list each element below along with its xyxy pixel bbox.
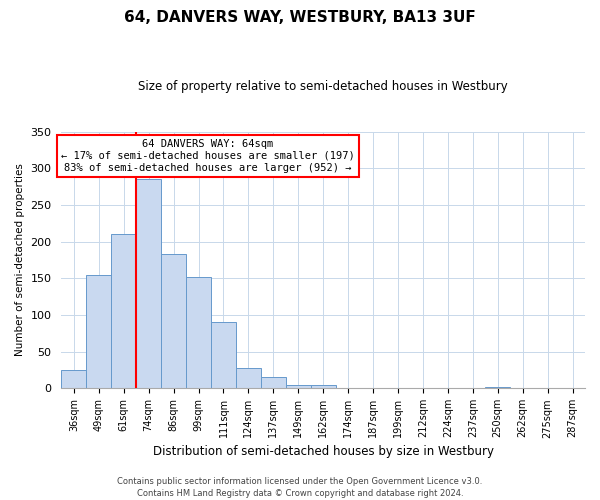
Bar: [261, 378, 286, 388]
Y-axis label: Number of semi-detached properties: Number of semi-detached properties: [15, 164, 25, 356]
Bar: [286, 384, 311, 388]
Text: Contains public sector information licensed under the Open Government Licence v3: Contains public sector information licen…: [118, 477, 482, 486]
Bar: [136, 180, 161, 388]
Bar: [485, 387, 510, 388]
Bar: [311, 384, 335, 388]
Text: 64, DANVERS WAY, WESTBURY, BA13 3UF: 64, DANVERS WAY, WESTBURY, BA13 3UF: [124, 10, 476, 25]
Bar: [161, 254, 186, 388]
Bar: [111, 234, 136, 388]
X-axis label: Distribution of semi-detached houses by size in Westbury: Distribution of semi-detached houses by …: [153, 444, 494, 458]
Bar: [61, 370, 86, 388]
Title: Size of property relative to semi-detached houses in Westbury: Size of property relative to semi-detach…: [139, 80, 508, 93]
Bar: [236, 368, 261, 388]
Text: Contains HM Land Registry data © Crown copyright and database right 2024.: Contains HM Land Registry data © Crown c…: [137, 488, 463, 498]
Bar: [211, 322, 236, 388]
Bar: [186, 277, 211, 388]
Bar: [86, 274, 111, 388]
Text: 64 DANVERS WAY: 64sqm
← 17% of semi-detached houses are smaller (197)
83% of sem: 64 DANVERS WAY: 64sqm ← 17% of semi-deta…: [61, 140, 355, 172]
